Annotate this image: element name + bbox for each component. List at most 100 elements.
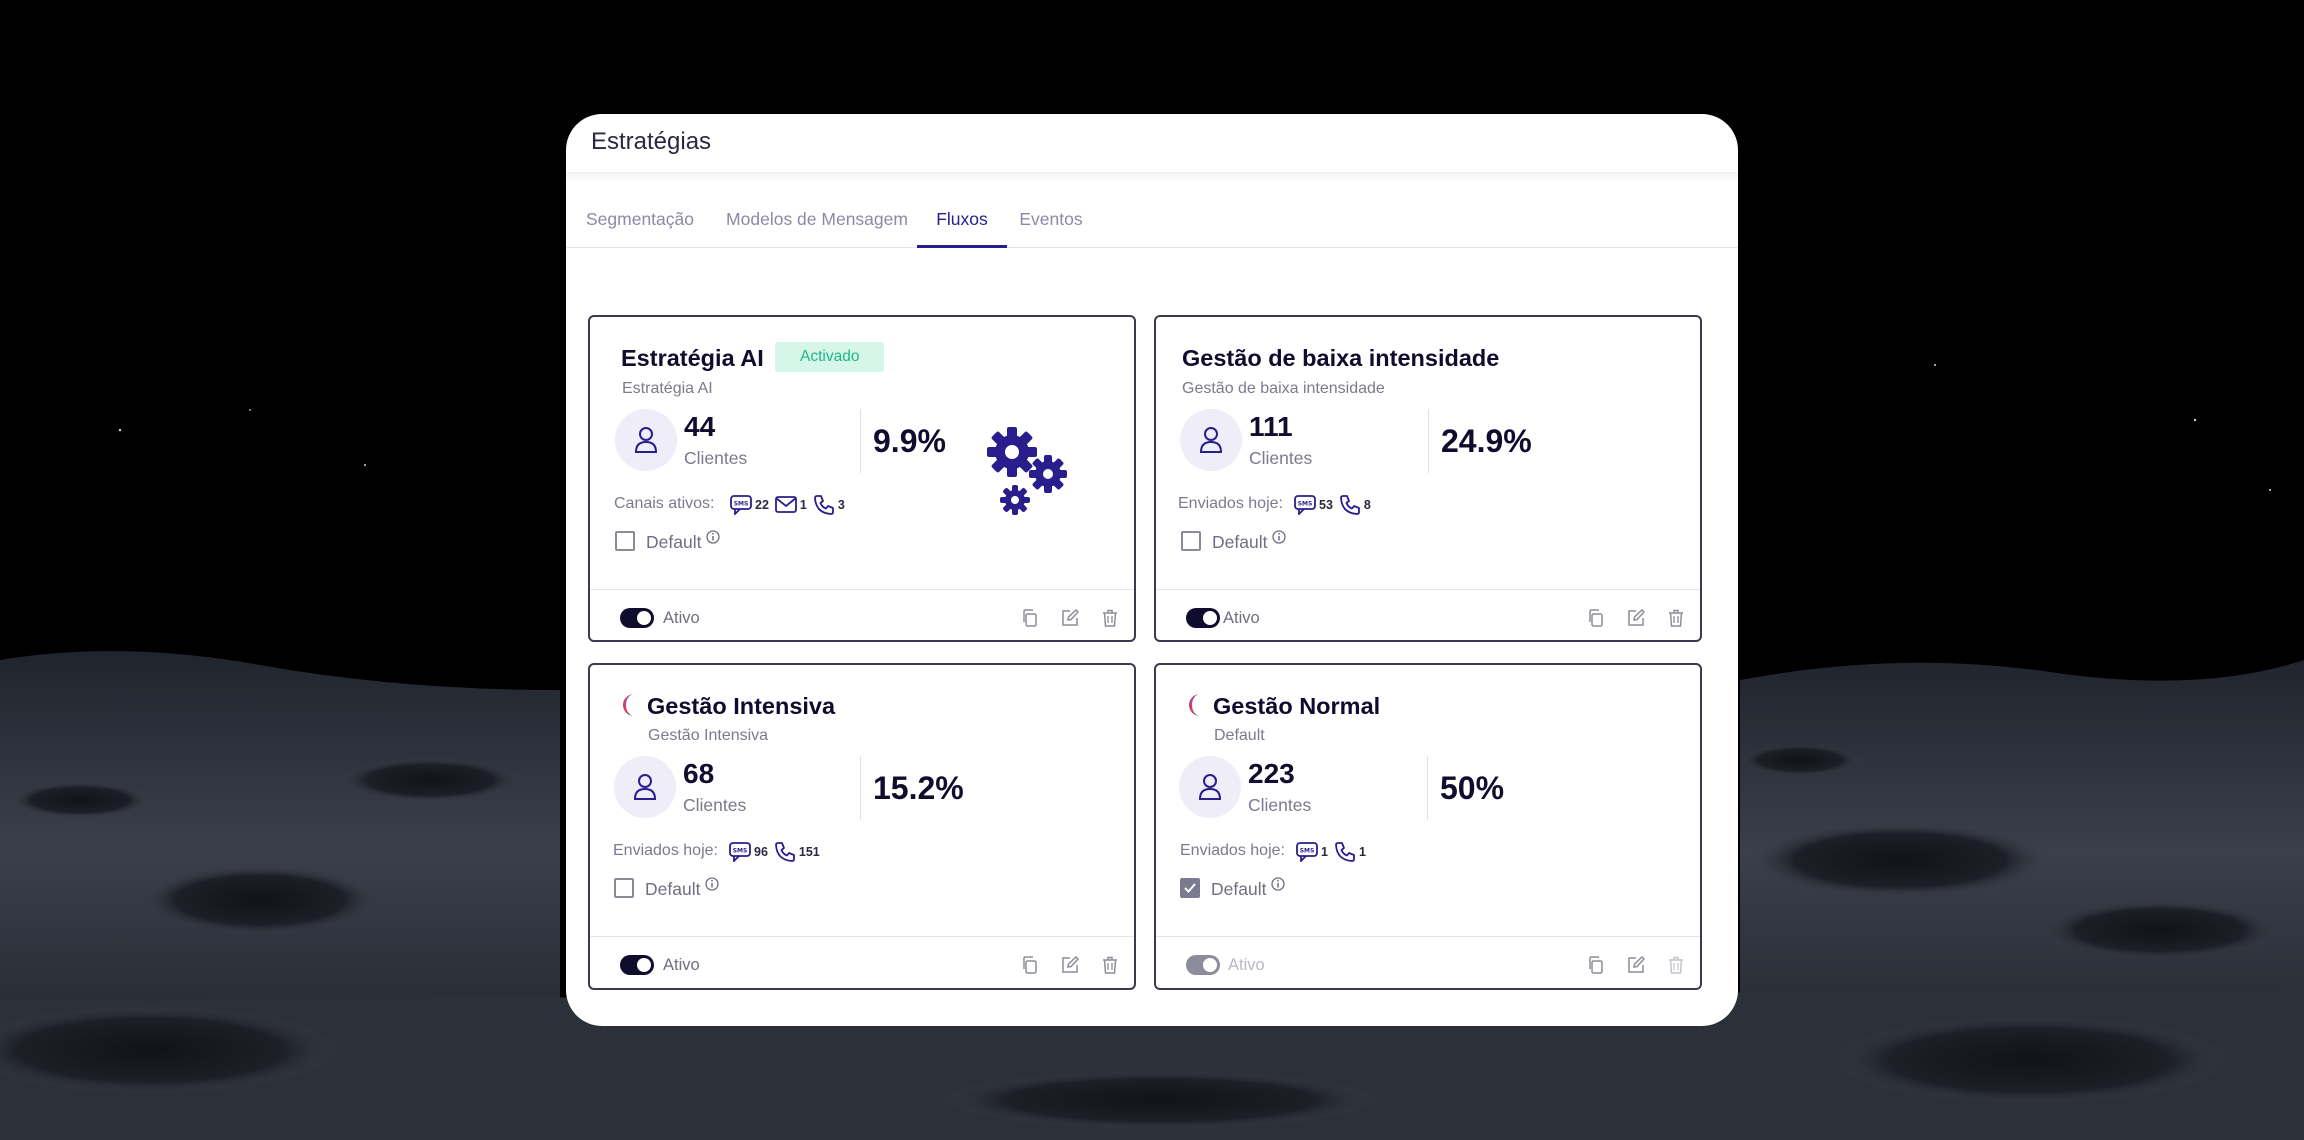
default-checkbox[interactable] bbox=[1180, 878, 1200, 898]
client-count: 223 bbox=[1248, 758, 1295, 789]
default-label: Default bbox=[646, 532, 702, 552]
svg-text:SMS: SMS bbox=[1298, 501, 1313, 508]
client-count-label: Clientes bbox=[683, 795, 747, 815]
copy-icon[interactable] bbox=[1021, 956, 1039, 974]
strategies-window: Estratégias Segmentação Modelos de Mensa… bbox=[566, 114, 1738, 1026]
default-label: Default bbox=[1211, 879, 1267, 899]
strategy-card-estrategia-ai[interactable]: Estratégia AI Activado Estratégia AI 44 … bbox=[588, 315, 1136, 642]
strategy-card-gestao-normal[interactable]: Gestão Normal Default 223 Clientes 50% E… bbox=[1154, 663, 1702, 990]
svg-text:SMS: SMS bbox=[733, 848, 748, 855]
channels-list: SMS 96 151 bbox=[729, 841, 826, 863]
copy-icon[interactable] bbox=[1587, 956, 1605, 974]
svg-text:SMS: SMS bbox=[734, 501, 749, 508]
info-icon[interactable] bbox=[1272, 530, 1286, 544]
client-count-label: Clientes bbox=[684, 448, 748, 468]
edit-icon[interactable] bbox=[1627, 609, 1645, 627]
footer-divider bbox=[1156, 589, 1700, 590]
percentage: 24.9% bbox=[1441, 423, 1532, 459]
phone-icon bbox=[1340, 495, 1360, 515]
svg-text:SMS: SMS bbox=[1300, 848, 1315, 855]
email-count: 1 bbox=[799, 498, 807, 512]
info-icon[interactable] bbox=[706, 530, 720, 544]
user-icon bbox=[1199, 427, 1223, 453]
edit-icon[interactable] bbox=[1627, 956, 1645, 974]
strategy-card-gestao-intensiva[interactable]: Gestão Intensiva Gestão Intensiva 68 Cli… bbox=[588, 663, 1136, 990]
phone-count: 1 bbox=[1358, 845, 1366, 859]
avatar bbox=[615, 409, 677, 471]
default-checkbox[interactable] bbox=[614, 878, 634, 898]
status-badge: Activado bbox=[775, 342, 885, 372]
trash-icon[interactable] bbox=[1101, 956, 1119, 974]
phone-icon bbox=[813, 495, 834, 515]
tab-eventos[interactable]: Eventos bbox=[1019, 209, 1083, 229]
moon-icon bbox=[1189, 694, 1200, 716]
edit-icon[interactable] bbox=[1061, 956, 1079, 974]
stats-divider bbox=[1428, 409, 1429, 473]
tab-fluxos[interactable]: Fluxos bbox=[917, 198, 1007, 248]
client-count: 111 bbox=[1249, 411, 1293, 442]
channels-label: Enviados hoje: bbox=[1180, 842, 1285, 859]
window-title: Estratégias bbox=[591, 128, 712, 155]
tab-segmentacao[interactable]: Segmentação bbox=[586, 209, 694, 229]
email-icon bbox=[775, 496, 797, 513]
info-icon[interactable] bbox=[705, 877, 719, 891]
phone-count: 3 bbox=[837, 498, 845, 512]
card-title: Gestão de baixa intensidade bbox=[1182, 345, 1500, 371]
trash-icon[interactable] bbox=[1101, 609, 1119, 627]
percentage: 50% bbox=[1440, 770, 1505, 806]
copy-icon[interactable] bbox=[1587, 609, 1605, 627]
active-toggle[interactable] bbox=[620, 608, 654, 628]
active-toggle[interactable] bbox=[620, 955, 654, 975]
card-title: Gestão Intensiva bbox=[647, 693, 836, 719]
client-count-label: Clientes bbox=[1248, 795, 1312, 815]
client-count: 44 bbox=[684, 411, 716, 442]
stats-divider bbox=[860, 409, 861, 473]
phone-icon bbox=[775, 842, 795, 862]
card-subtitle: Gestão de baixa intensidade bbox=[1182, 380, 1385, 397]
status-label: Ativo bbox=[1228, 956, 1265, 974]
tab-modelos-de-mensagem[interactable]: Modelos de Mensagem bbox=[726, 209, 908, 229]
footer-divider bbox=[1156, 936, 1700, 937]
card-subtitle: Default bbox=[1214, 727, 1265, 744]
default-label: Default bbox=[645, 879, 701, 899]
percentage: 15.2% bbox=[873, 770, 964, 806]
status-label: Ativo bbox=[663, 956, 700, 974]
phone-count: 151 bbox=[798, 845, 820, 859]
user-icon bbox=[1198, 774, 1222, 800]
avatar bbox=[614, 756, 676, 818]
channels-label: Canais ativos: bbox=[614, 495, 715, 512]
channels-label: Enviados hoje: bbox=[613, 842, 718, 859]
info-icon[interactable] bbox=[1271, 877, 1285, 891]
default-checkbox[interactable] bbox=[1181, 531, 1201, 551]
card-subtitle: Estratégia AI bbox=[622, 380, 713, 397]
active-toggle[interactable] bbox=[1186, 608, 1220, 628]
channels-list: SMS 1 1 bbox=[1296, 841, 1372, 863]
avatar bbox=[1180, 409, 1242, 471]
channels-label: Enviados hoje: bbox=[1178, 495, 1283, 512]
sms-icon: SMS bbox=[1296, 842, 1318, 862]
strategy-card-gestao-baixa-intensidade[interactable]: Gestão de baixa intensidade Gestão de ba… bbox=[1154, 315, 1702, 642]
phone-count: 8 bbox=[1363, 498, 1371, 512]
channels-list: SMS 53 8 bbox=[1294, 494, 1377, 516]
sms-icon: SMS bbox=[730, 495, 752, 515]
default-checkbox[interactable] bbox=[615, 531, 635, 551]
card-subtitle: Gestão Intensiva bbox=[648, 727, 769, 744]
sms-icon: SMS bbox=[729, 842, 751, 862]
trash-icon[interactable] bbox=[1667, 956, 1685, 974]
active-toggle[interactable] bbox=[1186, 955, 1220, 975]
title-divider bbox=[566, 172, 1738, 182]
status-label: Ativo bbox=[663, 609, 700, 627]
footer-divider bbox=[590, 589, 1134, 590]
client-count-label: Clientes bbox=[1249, 448, 1313, 468]
trash-icon[interactable] bbox=[1667, 609, 1685, 627]
sms-count: 96 bbox=[754, 845, 768, 859]
copy-icon[interactable] bbox=[1021, 609, 1039, 627]
stats-divider bbox=[860, 756, 861, 820]
edit-icon[interactable] bbox=[1061, 609, 1079, 627]
user-icon bbox=[633, 774, 657, 800]
status-label: Ativo bbox=[1223, 609, 1260, 627]
sms-count: 22 bbox=[755, 498, 769, 512]
card-title: Gestão Normal bbox=[1213, 693, 1381, 719]
footer-divider bbox=[590, 936, 1134, 937]
channels-list: SMS 22 1 3 bbox=[730, 494, 851, 516]
